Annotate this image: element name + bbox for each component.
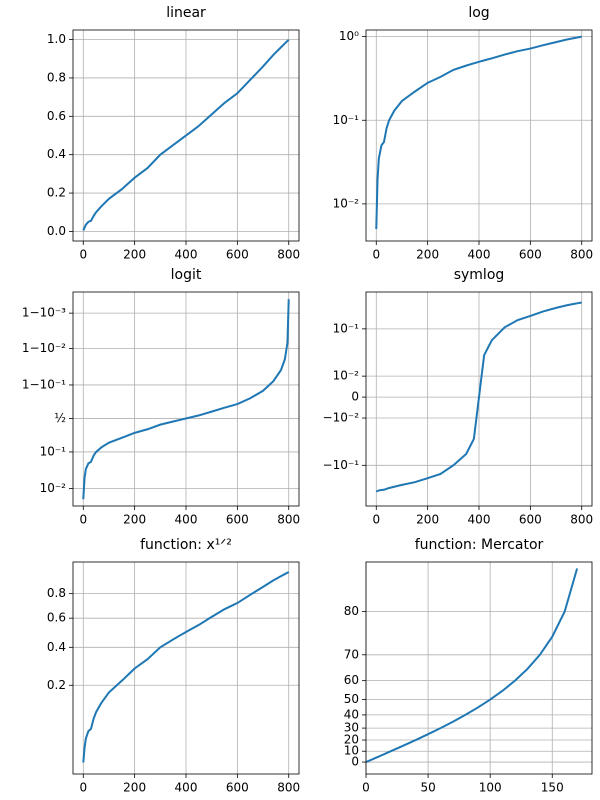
y-tick-label: 1−10⁻² [22,341,66,355]
x-tick-label: 600 [519,513,542,527]
y-tick-label: 0.2 [47,186,66,200]
y-tick-label: 10⁻¹ [333,321,360,335]
x-tick-label: 600 [226,513,249,527]
y-tick-label: 0 [351,390,359,404]
x-tick-label: 200 [416,513,439,527]
x-tick-label: 800 [277,248,300,262]
x-tick-label: 200 [123,248,146,262]
x-tick-label: 800 [570,248,593,262]
x-tick-label: 600 [226,248,249,262]
chart-title: log [468,5,489,21]
x-tick-label: 400 [175,248,198,262]
y-tick-label: 0.2 [47,678,66,692]
y-tick-label: 10⁻¹ [40,444,67,458]
y-tick-label: ½ [54,411,66,425]
y-tick-label: 30 [344,721,359,735]
y-tick-label: 10⁻² [333,196,360,210]
y-tick-label: 50 [344,692,359,706]
plot-frame [365,291,593,507]
y-tick-label: 1.0 [47,32,66,46]
data-line [375,301,582,493]
y-tick-label: 0.4 [47,147,66,161]
x-tick-label: 0 [79,513,87,527]
x-tick-label: 0 [372,513,380,527]
y-tick-label: 10 [344,744,359,758]
x-tick-label: 400 [175,781,198,795]
y-tick-label: −10⁻¹ [323,458,360,472]
x-tick-label: 200 [123,781,146,795]
y-tick-label: 0.6 [47,109,66,123]
plot-frame [365,29,593,242]
y-tick-label: 0.8 [47,70,66,84]
y-tick-label: 0 [351,755,359,769]
chart-title: linear [166,5,206,21]
y-tick-label: 40 [344,707,359,721]
x-tick-label: 800 [570,513,593,527]
plot-frame [72,291,300,507]
x-tick-label: 200 [123,513,146,527]
x-tick-label: 100 [479,781,502,795]
x-tick-label: 200 [416,248,439,262]
y-tick-label: 10⁻² [333,369,360,383]
chart-title: symlog [454,267,505,283]
x-tick-label: 0 [372,248,380,262]
x-tick-label: 50 [420,781,435,795]
y-tick-label: 1−10⁻¹ [22,377,66,391]
y-tick-label: −10⁻² [323,411,360,425]
y-tick-label: 20 [344,733,359,747]
plot-frame [72,29,300,242]
chart-title: function: x¹ᐟ² [140,537,232,553]
x-tick-label: 0 [79,248,87,262]
y-tick-label: 0.8 [47,586,66,600]
y-tick-label: 60 [344,673,359,687]
y-tick-label: 0.0 [47,224,66,238]
x-tick-label: 400 [175,513,198,527]
x-tick-label: 800 [277,513,300,527]
x-tick-label: 600 [519,248,542,262]
data-line [366,568,579,763]
y-tick-label: 0.6 [47,611,66,625]
x-tick-label: 800 [277,781,300,795]
x-tick-label: 400 [468,248,491,262]
data-line [82,571,290,763]
y-tick-label: 1−10⁻³ [22,306,66,320]
x-tick-label: 400 [468,513,491,527]
plot-frame [365,561,593,775]
chart-title: function: Mercator [415,537,544,553]
y-tick-label: 70 [344,647,359,661]
y-tick-label: 10⁻² [40,481,67,495]
y-tick-label: 80 [344,604,359,618]
chart-title: logit [171,267,202,283]
data-line [82,299,290,500]
x-tick-label: 600 [226,781,249,795]
plot-frame [72,561,300,775]
x-tick-label: 0 [79,781,87,795]
x-tick-label: 150 [541,781,564,795]
data-line [375,35,582,230]
y-tick-label: 10⁻¹ [333,113,360,127]
y-tick-label: 10⁰ [339,29,359,43]
data-line [82,38,290,231]
y-tick-label: 0.4 [47,640,66,654]
x-tick-label: 0 [362,781,370,795]
